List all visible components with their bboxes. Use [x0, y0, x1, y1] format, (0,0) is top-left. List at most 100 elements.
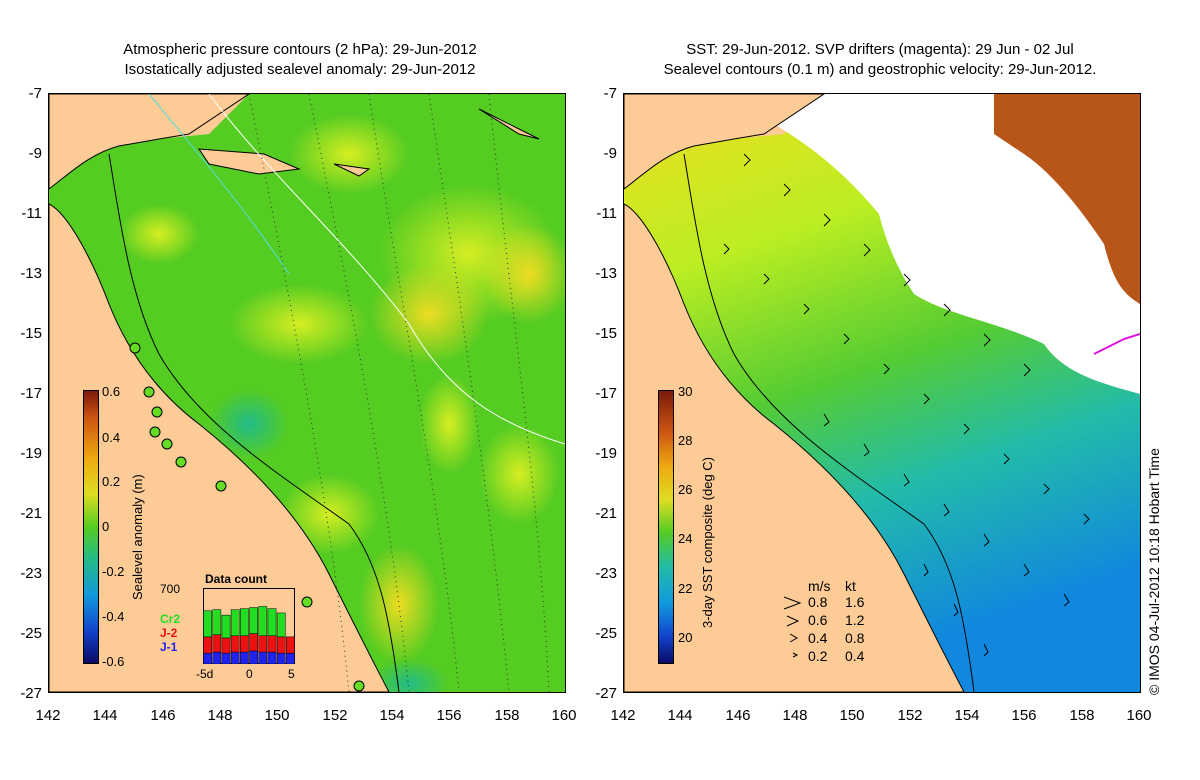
velocity-legend-row-2-ms: 0.4: [808, 630, 828, 646]
left-lat-tick-3: -13: [20, 265, 42, 282]
right-lon-tick-0: 142: [610, 707, 636, 724]
data-count-bar-Cr2-6: [258, 606, 268, 637]
sla-colorbar-tick-1: 0.4: [102, 430, 121, 445]
data-count-bar-J-2-0: [203, 636, 212, 654]
right-lon-tick-9: 160: [1126, 707, 1152, 724]
velocity-legend-ms-header: m/s: [808, 578, 831, 594]
right-lon-tick-1: 144: [667, 707, 693, 724]
left-lat-tick-1: -9: [28, 145, 42, 162]
data-count-bar-J-2-8: [276, 636, 286, 654]
data-count-bar-J-1-7: [267, 651, 277, 664]
right-lat-tick-6: -19: [595, 445, 617, 462]
velocity-legend-kt-header: kt: [845, 578, 856, 594]
right-lon-tick-6: 154: [954, 707, 980, 724]
right-lon-tick-4: 150: [839, 707, 865, 724]
imos-credit: © IMOS 04-Jul-2012 10:18 Hobart Time: [1146, 448, 1162, 695]
right-lat-tick-0: -7: [603, 85, 617, 102]
velocity-legend-row-3-kt: 0.4: [845, 648, 865, 664]
data-count-legend-j2: J-2: [160, 626, 178, 640]
sla-colorbar-tick-6: -0.6: [102, 654, 125, 669]
left-lon-tick-3: 148: [207, 707, 233, 724]
geostrophic-velocity-arrows: [723, 153, 1090, 657]
left-lon-tick-6: 154: [379, 707, 405, 724]
right-lon-tick-5: 152: [897, 707, 923, 724]
pressure-contours: [248, 94, 550, 692]
left-lat-tick-7: -21: [20, 505, 42, 522]
data-count-bar-Cr2-4: [240, 608, 249, 637]
data-count-bar-J-1-0: [203, 652, 212, 664]
left-lat-tick-8: -23: [20, 565, 42, 582]
sst-colorbar-tick-2: 26: [678, 482, 693, 497]
left-title-line1: Atmospheric pressure contours (2 hPa): 2…: [123, 41, 477, 58]
left-lat-tick-2: -11: [21, 205, 42, 222]
data-count-ymax: 700: [160, 582, 181, 596]
data-count-bar-J-1-4: [240, 651, 249, 664]
data-count-bar-Cr2-5: [249, 607, 258, 634]
data-count-bar-Cr2-2: [221, 614, 231, 639]
left-title-line2: Isostatically adjusted sealevel anomaly:…: [124, 61, 476, 78]
data-count-bar-J-2-7: [267, 635, 277, 653]
right-lat-tick-7: -21: [595, 505, 617, 522]
right-lat-tick-1: -9: [603, 145, 617, 162]
sst-colorbar-tick-4: 22: [678, 581, 693, 596]
data-count-xtick-2: 5: [288, 667, 295, 681]
data-count-bar-J-2-1: [212, 634, 222, 653]
data-count-bar-J-2-3: [230, 635, 240, 653]
sealevel-anomaly-map-canvas: [49, 94, 565, 692]
sla-colorbar-tick-4: -0.2: [102, 564, 125, 579]
data-count-bar-J-1-2: [221, 652, 231, 664]
velocity-legend-row-0-ms: 0.8: [808, 594, 828, 610]
data-count-title: Data count: [205, 572, 268, 586]
left-lon-tick-7: 156: [436, 707, 462, 724]
new-guinea-coast: [49, 94, 250, 190]
left-lat-tick-9: -25: [20, 625, 42, 642]
sla-colorbar: [83, 390, 99, 664]
right-lon-tick-2: 146: [725, 707, 751, 724]
tide-gauge-markers: [129, 342, 365, 692]
sst-colorbar-tick-0: 30: [678, 384, 693, 399]
data-count-bar-Cr2-1: [212, 609, 222, 635]
right-lon-tick-8: 158: [1069, 707, 1095, 724]
data-count-xtick-1: 0: [246, 667, 253, 681]
data-count-bar-Cr2-3: [230, 609, 240, 637]
velocity-legend-row-1-kt: 1.2: [845, 612, 865, 628]
left-lat-tick-4: -15: [20, 325, 42, 342]
data-count-bar-J-1-6: [258, 651, 268, 664]
data-count-legend-j1: J-1: [160, 640, 178, 654]
right-lat-tick-3: -13: [595, 265, 617, 282]
right-lat-tick-2: -11: [596, 205, 617, 222]
sla-colorbar-tick-2: 0.2: [102, 474, 121, 489]
sst-colorbar-title: 3-day SST composite (deg C): [700, 457, 715, 628]
left-lon-tick-8: 158: [494, 707, 520, 724]
velocity-legend-row-1-ms: 0.6: [808, 612, 828, 628]
left-lon-tick-4: 150: [264, 707, 290, 724]
sla-colorbar-tick-5: -0.4: [102, 609, 125, 624]
left-lat-tick-6: -19: [20, 445, 42, 462]
data-count-bar-J-1-1: [212, 651, 222, 664]
data-count-bar-J-2-9: [286, 636, 295, 654]
data-count-bar-J-1-8: [276, 652, 286, 664]
sst-colorbar-tick-3: 24: [678, 531, 693, 546]
data-count-bar-J-2-4: [240, 635, 249, 653]
left-lon-tick-9: 160: [551, 707, 577, 724]
right-lat-tick-8: -23: [595, 565, 617, 582]
warm-sst-region: [994, 94, 1140, 304]
velocity-legend-row-3-ms: 0.2: [808, 648, 828, 664]
left-lat-tick-5: -17: [20, 385, 42, 402]
velocity-legend-arrows: [783, 596, 802, 658]
left-lon-tick-0: 142: [35, 707, 61, 724]
sst-velocity-map: [623, 93, 1141, 693]
australia-coast-right: [624, 203, 965, 692]
sst-colorbar: [658, 390, 674, 664]
data-count-bar-J-2-6: [258, 635, 268, 653]
data-count-chart: [203, 588, 295, 664]
velocity-legend-row-0-kt: 1.6: [845, 594, 865, 610]
svp-drifter-track: [1093, 333, 1140, 355]
data-count-bar-Cr2-7: [267, 608, 277, 637]
sealevel-anomaly-map: [48, 93, 566, 693]
sla-colorbar-tick-0: 0.6: [102, 384, 121, 399]
data-count-bar-Cr2-8: [276, 612, 286, 638]
data-count-xtick-0: -5d: [196, 667, 214, 681]
left-lon-tick-1: 144: [92, 707, 118, 724]
sst-velocity-map-canvas: [624, 94, 1140, 692]
